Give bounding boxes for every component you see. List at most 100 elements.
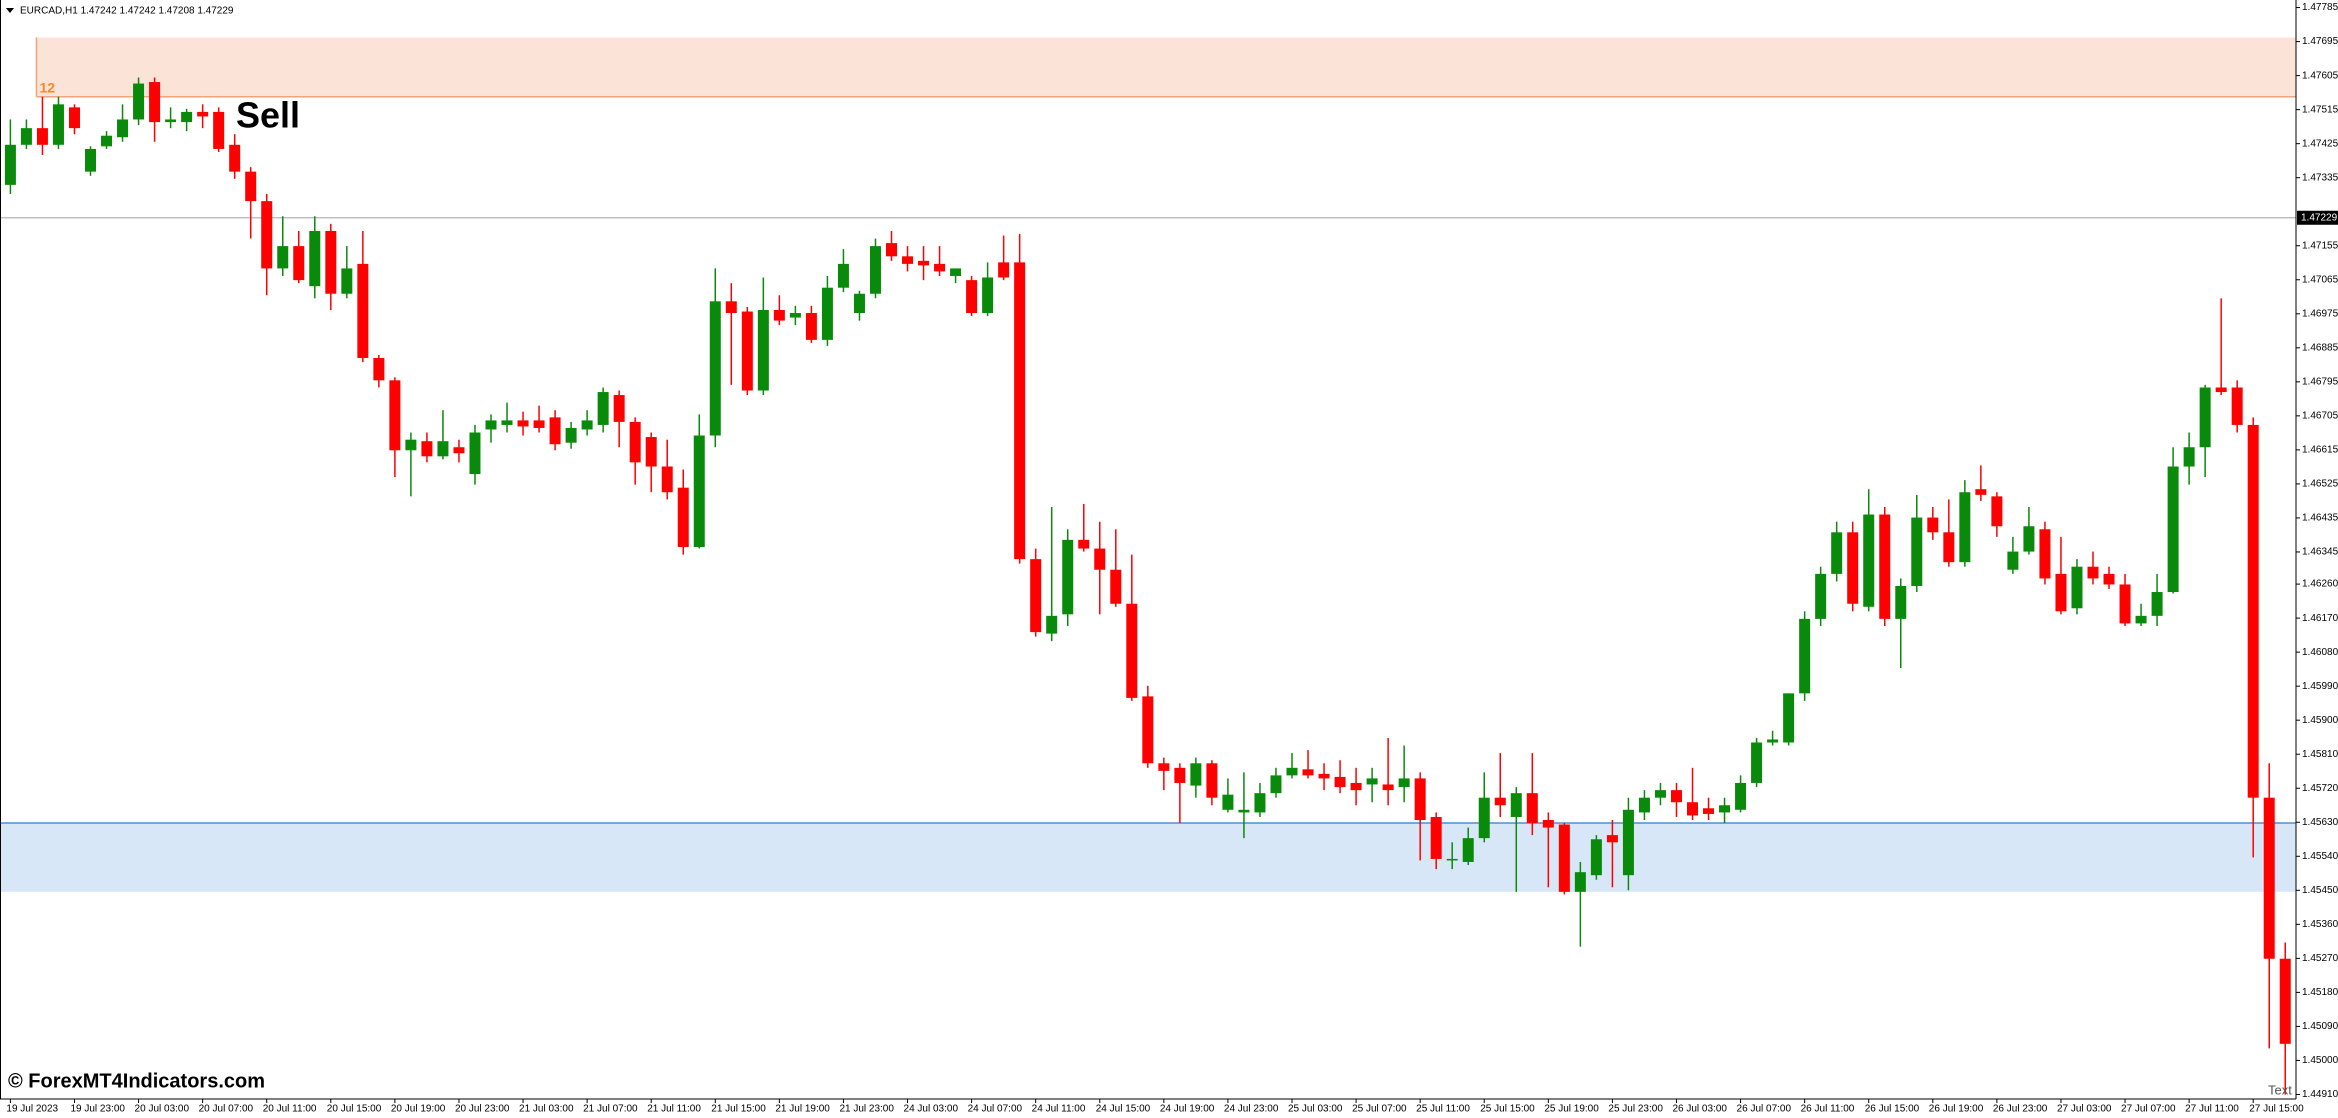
- candle-body: [950, 268, 962, 276]
- x-tick-label: 26 Jul 03:00: [1672, 1104, 1727, 1115]
- candle-body: [1430, 816, 1442, 859]
- candle-body: [2007, 551, 2019, 570]
- candle-body: [2247, 424, 2259, 798]
- x-tick-label: 24 Jul 15:00: [1096, 1104, 1151, 1115]
- candle-body: [998, 262, 1010, 278]
- candle-body: [773, 310, 785, 321]
- y-tick-label: 1.45990: [2302, 681, 2338, 692]
- candle-body: [341, 268, 353, 294]
- x-tick-label: 26 Jul 07:00: [1737, 1104, 1792, 1115]
- candle-body: [469, 432, 481, 475]
- candle-body: [1318, 773, 1330, 779]
- y-tick-label: 1.46260: [2302, 579, 2338, 590]
- candle-body: [2071, 566, 2083, 609]
- y-tick-label: 1.44910: [2302, 1089, 2338, 1100]
- y-tick-label: 1.45630: [2302, 817, 2338, 828]
- x-tick-label: 20 Jul 07:00: [199, 1104, 254, 1115]
- candle-body: [2151, 592, 2163, 616]
- candle-body: [405, 439, 417, 451]
- x-tick-label: 27 Jul 15:00: [2249, 1104, 2304, 1115]
- price-label: 1.47229: [2301, 212, 2338, 223]
- y-tick-label: 1.47155: [2302, 240, 2338, 251]
- candle-body: [1831, 532, 1843, 574]
- candle-body: [789, 313, 801, 318]
- candle-body: [2263, 797, 2275, 959]
- y-tick-label: 1.47785: [2302, 2, 2338, 13]
- candle-body: [181, 111, 193, 123]
- y-tick-label: 1.45810: [2302, 749, 2338, 760]
- candle-body: [902, 256, 914, 264]
- y-tick-label: 1.47515: [2302, 104, 2338, 115]
- zone-count-label: 12: [39, 80, 55, 96]
- candle-body: [1350, 782, 1362, 791]
- x-tick-label: 19 Jul 23:00: [70, 1104, 125, 1115]
- candle-body: [1638, 797, 1650, 813]
- y-tick-label: 1.45540: [2302, 851, 2338, 862]
- chart-title: EURCAD,H1 1.47242 1.47242 1.47208 1.4722…: [20, 6, 234, 17]
- y-tick-label: 1.45360: [2302, 919, 2338, 930]
- y-tick-label: 1.45180: [2302, 987, 2338, 998]
- x-tick-label: 20 Jul 03:00: [135, 1104, 190, 1115]
- candle-body: [68, 107, 80, 129]
- candle-body: [918, 260, 930, 266]
- y-tick-label: 1.46885: [2302, 342, 2338, 353]
- candle-body: [1030, 559, 1042, 633]
- candle-body: [373, 358, 385, 381]
- x-tick-label: 21 Jul 23:00: [839, 1104, 894, 1115]
- candle-body: [693, 435, 705, 548]
- candle-body: [1510, 793, 1522, 817]
- candle-body: [1398, 778, 1410, 788]
- x-tick-label: 24 Jul 11:00: [1032, 1104, 1086, 1115]
- candle-body: [677, 487, 689, 548]
- y-tick-label: 1.47065: [2302, 274, 2338, 285]
- corner-text: Text: [2268, 1082, 2292, 1097]
- candle-body: [645, 437, 657, 467]
- candle-body: [197, 111, 209, 117]
- candle-body: [837, 263, 849, 288]
- candle-body: [2103, 573, 2115, 585]
- candle-body: [85, 148, 96, 172]
- y-tick-label: 1.45000: [2302, 1055, 2338, 1066]
- menu-arrow: [6, 8, 14, 13]
- candle-body: [966, 280, 978, 314]
- candle-body: [1815, 573, 1827, 619]
- candle-body: [245, 171, 257, 202]
- candle-body: [1190, 763, 1202, 786]
- zone: [0, 823, 2296, 892]
- candle-body: [1783, 693, 1795, 743]
- candle-body: [1606, 835, 1618, 843]
- x-tick-label: 24 Jul 23:00: [1224, 1104, 1279, 1115]
- candle-body: [1238, 809, 1250, 813]
- y-tick-label: 1.46705: [2302, 410, 2338, 421]
- candle-body: [597, 392, 609, 425]
- signal-label: Sell: [236, 95, 300, 136]
- candle-body: [1366, 778, 1378, 785]
- x-tick-label: 24 Jul 07:00: [968, 1104, 1023, 1115]
- x-tick-label: 21 Jul 07:00: [583, 1104, 638, 1115]
- y-tick-label: 1.47425: [2302, 138, 2338, 149]
- x-tick-label: 27 Jul 11:00: [2185, 1104, 2239, 1115]
- candle-body: [453, 447, 465, 454]
- x-tick-label: 21 Jul 15:00: [711, 1104, 766, 1115]
- x-tick-label: 27 Jul 03:00: [2057, 1104, 2112, 1115]
- x-tick-label: 21 Jul 03:00: [519, 1104, 574, 1115]
- x-tick-label: 19 Jul 2023: [6, 1104, 58, 1115]
- y-tick-label: 1.45450: [2302, 885, 2338, 896]
- candle-body: [1014, 262, 1026, 560]
- y-tick-label: 1.46525: [2302, 479, 2338, 490]
- candle-body: [309, 230, 321, 287]
- candle-body: [1254, 793, 1266, 813]
- candle-body: [629, 421, 641, 463]
- candle-body: [982, 277, 994, 314]
- candle-body: [101, 135, 113, 147]
- y-tick-label: 1.47335: [2302, 172, 2338, 183]
- candle-body: [1863, 514, 1875, 607]
- candle-body: [1078, 539, 1090, 549]
- candle-body: [2199, 387, 2211, 448]
- candle-body: [2183, 447, 2195, 467]
- candle-body: [757, 310, 769, 391]
- candle-body: [1174, 767, 1186, 783]
- candle-body: [1719, 805, 1731, 813]
- watermark: © ForexMT4Indicators.com: [8, 1070, 265, 1092]
